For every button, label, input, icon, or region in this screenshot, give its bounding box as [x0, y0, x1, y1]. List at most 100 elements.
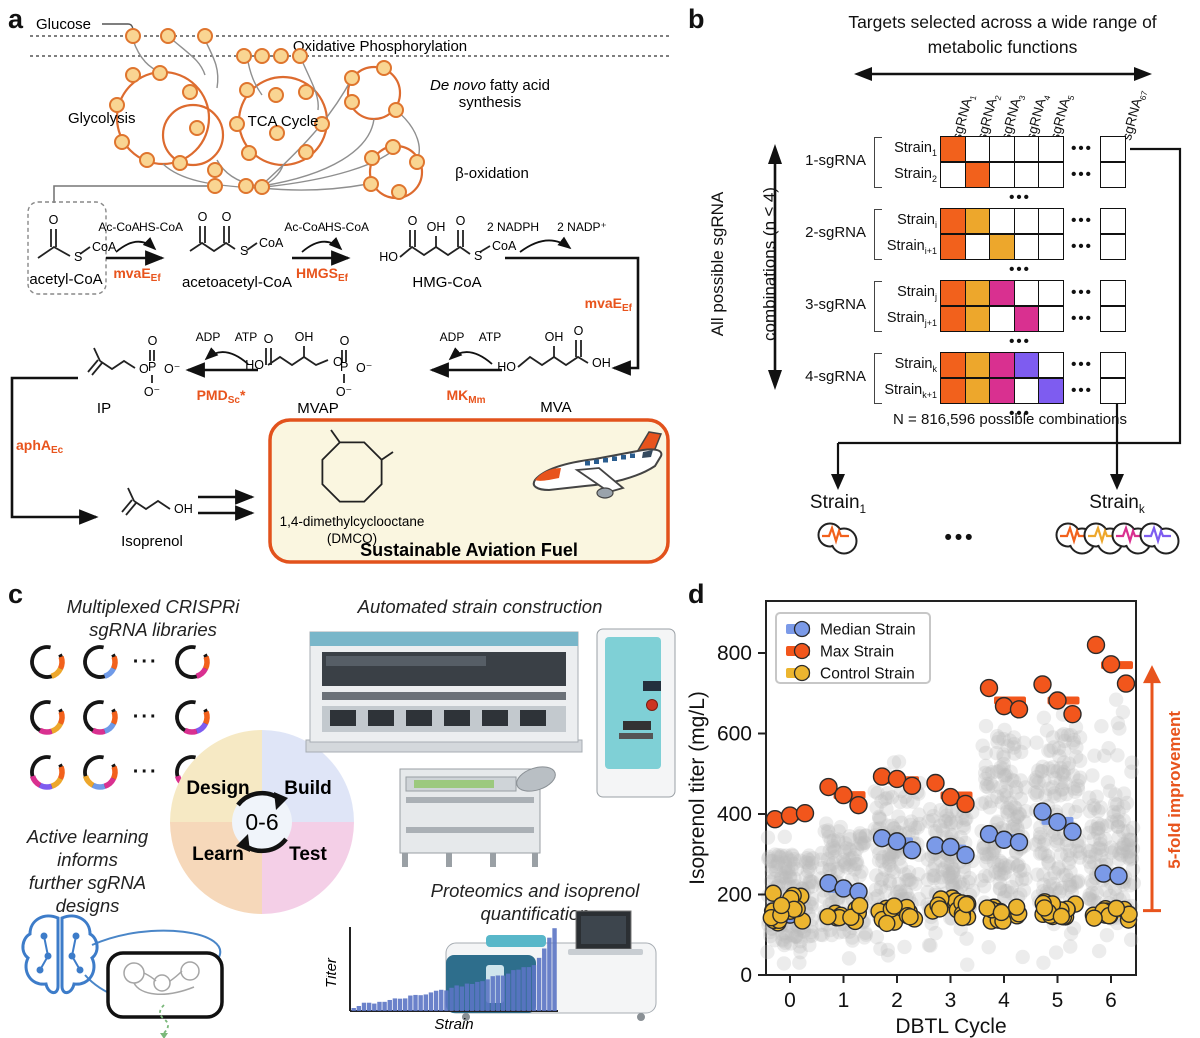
- matrix-cell: [964, 161, 991, 188]
- row-ellipsis: •••: [1071, 140, 1093, 157]
- panel-b-title: Targets selected across a wide range of m…: [848, 12, 1157, 57]
- matrix-cell-last: [1100, 352, 1126, 378]
- matrix-cell: [1038, 352, 1064, 378]
- active-learning-caption: Active learning informs further sgRNA desi…: [26, 826, 149, 916]
- svg-text:800: 800: [717, 642, 752, 665]
- svg-text:acetyl-CoA: acetyl-CoA: [29, 271, 102, 288]
- matrix-cell: [940, 352, 966, 378]
- plasmid-icon: [29, 754, 65, 790]
- cell-blob-icon: [1111, 522, 1152, 555]
- svg-text:IP: IP: [97, 400, 111, 417]
- pmd-enzyme-label: PMDSc*: [197, 387, 246, 406]
- reaction-pmd: ADP ATP PMDSc*: [185, 330, 258, 406]
- cell-membrane: [30, 35, 672, 57]
- combinations-note: N = 816,596 possible combinations: [893, 411, 1127, 428]
- group-bracket: [874, 209, 882, 260]
- group-gap-ellipsis: •••: [1009, 405, 1031, 422]
- design-quadrant: [170, 730, 262, 822]
- svg-text:Ac-CoA: Ac-CoA: [98, 220, 139, 234]
- metabolite-nodes: [109, 28, 425, 200]
- sgrna-column-header: sgRNA67: [1119, 89, 1150, 142]
- reaction-apha: aphAEc: [10, 376, 99, 525]
- row-ellipsis: •••: [1071, 284, 1093, 301]
- matrix-cell: [989, 208, 1015, 234]
- fold-improvement-annotation: 5-fold improvement: [1165, 711, 1184, 869]
- group-label: 3-sgRNA: [805, 296, 866, 313]
- matrix-cell: [989, 233, 1015, 260]
- svg-text:600: 600: [717, 723, 752, 746]
- svg-text:Isoprenol: Isoprenol: [121, 533, 183, 550]
- matrix-cell: [1038, 233, 1064, 260]
- strains-ellipsis: •••: [944, 526, 976, 549]
- airplane-icon: [532, 431, 663, 499]
- beta-oxidation-label: β-oxidation: [455, 165, 529, 182]
- strain-row-label: Straink: [894, 356, 937, 374]
- tca-label: TCA Cycle: [248, 113, 319, 130]
- dmco-structure: [321, 429, 394, 503]
- svg-text:Max Strain: Max Strain: [820, 644, 894, 661]
- group-bracket: [874, 137, 882, 188]
- panel-d: d 0 200 400 600 800 0 1 2 3 4 5 6 DBTL Cycle Isopreno…: [680, 575, 1200, 1038]
- isoprenol-structure: OH Isoprenol: [121, 487, 193, 550]
- strain-row-label: Strain1: [894, 140, 937, 158]
- group-bracket: [874, 353, 882, 404]
- matrix-cell: [940, 305, 966, 332]
- svg-text:HO: HO: [379, 250, 398, 264]
- plasmid-ellipsis: ···: [132, 760, 159, 783]
- plasmid-icon: [82, 644, 119, 680]
- matrix-cell-last: [1100, 208, 1126, 234]
- svg-text:HO: HO: [245, 358, 264, 372]
- learn-label: Learn: [192, 844, 244, 865]
- cell-blob-icon: [1139, 522, 1180, 555]
- svg-text:O: O: [340, 334, 350, 348]
- svg-text:CoA: CoA: [259, 236, 284, 250]
- row-ellipsis: •••: [1071, 356, 1093, 373]
- matrix-cell: [1038, 136, 1064, 162]
- multi-step-arrows: [198, 489, 255, 521]
- strain1-cell-icon: [817, 522, 858, 555]
- plasmid-icon: [29, 644, 65, 680]
- mini-chart-ylabel: Titer: [326, 957, 340, 988]
- matrix-cell: [1038, 161, 1064, 188]
- svg-text:acetoacetyl-CoA: acetoacetyl-CoA: [182, 274, 292, 291]
- svg-text:OH: OH: [545, 330, 564, 344]
- matrix-cell: [940, 233, 966, 260]
- matrix-cell: [1013, 208, 1040, 234]
- strain-row-label: Strainj: [897, 284, 937, 302]
- panel-a-letter: a: [8, 4, 24, 34]
- automation-caption: Automated strain construction: [357, 596, 603, 617]
- svg-text:4: 4: [998, 989, 1010, 1012]
- proteomics-caption: Proteomics and isoprenol quantification: [430, 880, 640, 924]
- svg-text:O: O: [139, 362, 149, 376]
- svg-text:Median Strain: Median Strain: [820, 622, 916, 639]
- matrix-cell-last: [1100, 136, 1126, 162]
- row-ellipsis: •••: [1071, 237, 1093, 255]
- svg-text:O: O: [408, 214, 418, 228]
- matrix-cell: [940, 208, 966, 234]
- pathway-map-icon: [106, 951, 224, 1038]
- mva-structure: HO OH O OH MVA: [497, 324, 611, 416]
- matrix-cell-last: [1100, 280, 1126, 306]
- oxphos-label: Oxidative Phosphorylation: [293, 38, 467, 55]
- svg-text:O: O: [574, 324, 584, 338]
- svg-text:200: 200: [717, 884, 752, 907]
- matrix-cell: [989, 136, 1015, 162]
- matrix-cell: [964, 305, 991, 332]
- hmgs-enzyme-label: HMGSEf: [296, 265, 349, 284]
- test-label: Test: [289, 844, 327, 865]
- plate-handler-illustration: [399, 766, 556, 867]
- svg-text:2 NADP⁺: 2 NADP⁺: [557, 220, 607, 234]
- svg-text:O⁻: O⁻: [336, 385, 352, 399]
- svg-text:O: O: [333, 355, 343, 369]
- matrix-cell: [1013, 161, 1040, 188]
- matrix-cell: [940, 377, 966, 404]
- plasmid-ellipsis: ···: [132, 705, 159, 728]
- strain-row-label: Straink+1: [884, 381, 937, 400]
- svg-text:CoA: CoA: [92, 240, 117, 254]
- panel-c: c Multiplexed CRISPRi sgRNA libraries Aut…: [0, 575, 680, 1038]
- svg-text:400: 400: [717, 803, 752, 826]
- plasmid-icon: [173, 699, 210, 735]
- matrix-cell: [1013, 136, 1040, 162]
- matrix-cell: [1038, 208, 1064, 234]
- strain-row-label: Strainj+1: [886, 309, 937, 328]
